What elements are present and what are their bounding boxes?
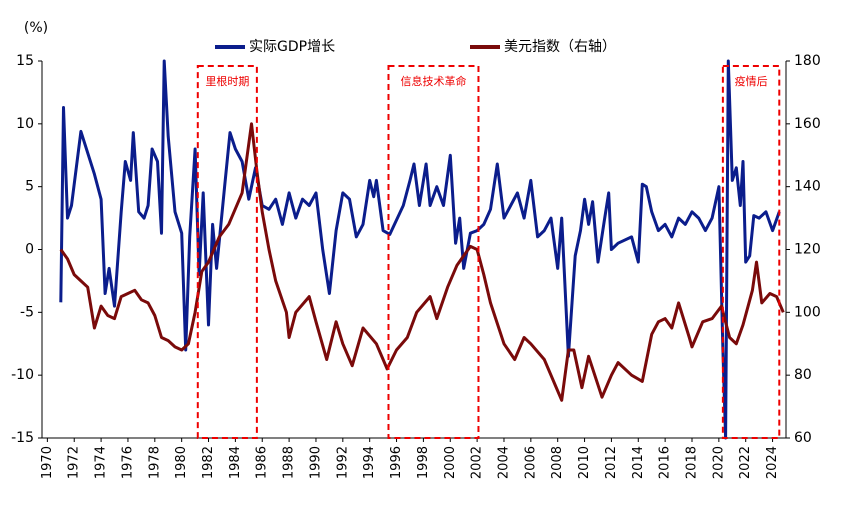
x-tick-label: 1982 <box>201 446 216 479</box>
x-tick-label: 1996 <box>389 446 404 479</box>
y2-tick-label: 100 <box>794 304 821 320</box>
x-tick-label: 2018 <box>684 446 699 479</box>
annotation-label: 疫情后 <box>735 74 768 88</box>
x-tick-label: 1990 <box>308 446 323 479</box>
x-tick-label: 2006 <box>523 446 538 479</box>
x-tick-label: 2020 <box>711 446 726 479</box>
annotation-box <box>387 65 480 439</box>
x-tick-label: 1974 <box>94 446 109 479</box>
y-tick-label: 5 <box>25 179 34 195</box>
x-tick-label: 1992 <box>335 446 350 479</box>
x-tick-label: 2000 <box>443 446 458 479</box>
x-tick-label: 1998 <box>416 446 431 479</box>
series-line <box>59 122 785 402</box>
x-tick-label: 1988 <box>282 446 297 479</box>
x-tick-label: 2022 <box>738 446 753 479</box>
y2-tick-label: 80 <box>794 367 812 383</box>
annotation-label: 里根时期 <box>205 74 249 88</box>
x-tick-label: 2010 <box>577 446 592 479</box>
x-tick-label: 2002 <box>470 446 485 479</box>
x-tick-label: 2024 <box>765 446 780 479</box>
x-tick-label: 1980 <box>174 446 189 479</box>
y2-tick-label: 140 <box>794 179 821 195</box>
x-tick-label: 2014 <box>631 446 646 479</box>
x-tick-label: 1986 <box>255 446 270 479</box>
y-tick-label: 15 <box>16 53 34 69</box>
annotation-box <box>196 65 258 439</box>
y2-tick-label: 120 <box>794 242 821 258</box>
x-tick-label: 1970 <box>40 446 55 479</box>
annotation-label: 信息技术革命 <box>400 74 466 88</box>
y-tick-label: -5 <box>20 304 34 320</box>
x-tick-label: 2012 <box>604 446 619 479</box>
x-tick-label: 1976 <box>120 446 135 479</box>
y2-tick-label: 60 <box>794 430 812 446</box>
x-tick-label: 1984 <box>228 446 243 479</box>
annotation-box <box>721 65 781 439</box>
x-tick-label: 1994 <box>362 446 377 479</box>
y2-tick-label: 180 <box>794 53 821 69</box>
y-tick-label: 10 <box>16 116 34 132</box>
y-tick-label: 0 <box>25 242 34 258</box>
x-tick-label: 2008 <box>550 446 565 479</box>
x-tick-label: 1978 <box>147 446 162 479</box>
y-tick-label: -15 <box>11 430 34 446</box>
y2-tick-label: 160 <box>794 116 821 132</box>
x-tick-label: 2004 <box>496 446 511 479</box>
legend-label: 美元指数（右轴） <box>504 39 616 55</box>
y-tick-label: -10 <box>11 367 34 383</box>
legend-label: 实际GDP增长 <box>249 39 335 55</box>
series-line <box>59 59 781 440</box>
y-unit-label: (%) <box>24 20 48 36</box>
x-tick-label: 1972 <box>67 446 82 479</box>
x-tick-label: 2016 <box>658 446 673 479</box>
